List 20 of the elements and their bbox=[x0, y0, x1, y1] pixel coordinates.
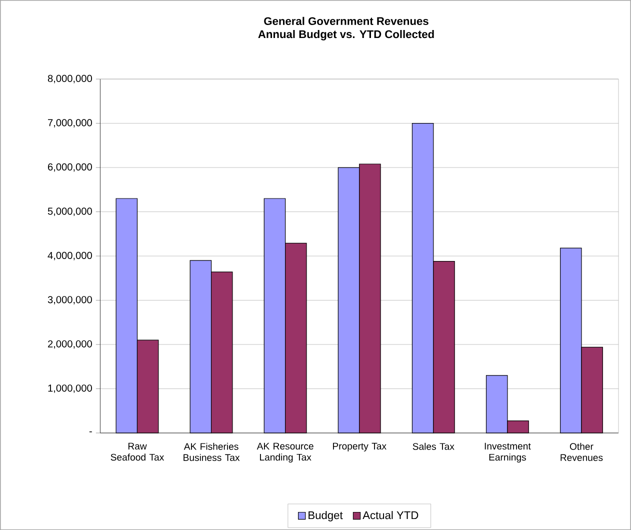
x-tick-label: Other Revenues bbox=[560, 442, 603, 461]
y-tick-label: 7,000,000 bbox=[48, 119, 92, 128]
y-tick-label: 6,000,000 bbox=[48, 163, 92, 172]
y-tick-label: 3,000,000 bbox=[48, 296, 92, 304]
chart-subtitle: Annual Budget vs. YTD Collected bbox=[258, 30, 434, 40]
legend-label: Budget bbox=[308, 510, 343, 522]
legend-label: Actual YTD bbox=[362, 510, 418, 520]
x-tick-label: AK Fisheries Business Tax bbox=[184, 442, 240, 461]
x-tick-label: Raw Seafood Tax bbox=[110, 442, 164, 461]
x-tick-label: Property Tax bbox=[333, 442, 386, 452]
chart-title: General Government Revenues bbox=[264, 16, 428, 25]
y-tick-label: 5,000,000 bbox=[48, 208, 92, 216]
y-tick-label: 8,000,000 bbox=[48, 74, 92, 84]
x-tick-label: Sales Tax bbox=[412, 442, 454, 450]
y-tick-label: 4,000,000 bbox=[48, 252, 92, 260]
x-tick-label: AK Resource Landing Tax bbox=[256, 442, 314, 462]
y-tick-label: - bbox=[89, 431, 92, 432]
x-tick-label: Investment Earnings bbox=[484, 442, 531, 462]
y-tick-label: 2,000,000 bbox=[48, 340, 92, 349]
y-tick-label: 1,000,000 bbox=[48, 384, 92, 393]
